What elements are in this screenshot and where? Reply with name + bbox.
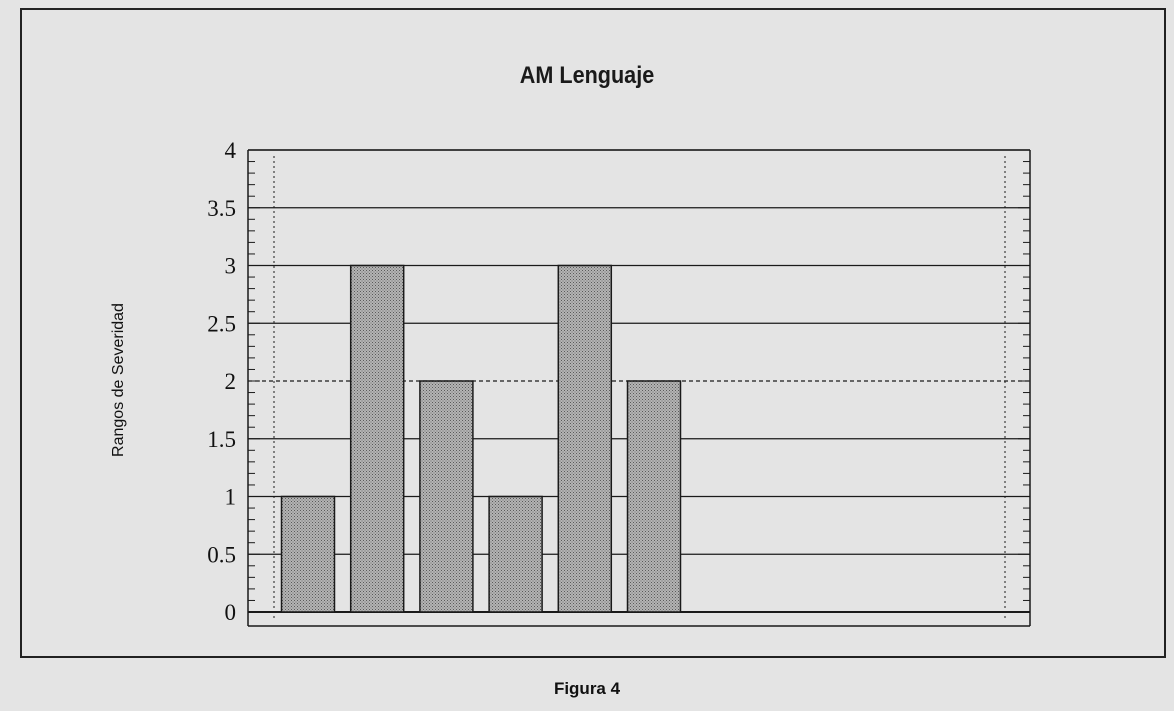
y-axis-ticks: 0 0.5 1 1.5 2 2.5 3 3.5 4 bbox=[207, 138, 1030, 625]
bar bbox=[488, 495, 543, 613]
y-tick-label: 2.5 bbox=[207, 311, 236, 336]
bar bbox=[349, 264, 405, 613]
y-tick-label: 3 bbox=[225, 254, 237, 279]
y-tick-label: 0 bbox=[225, 600, 237, 625]
bar bbox=[626, 380, 682, 613]
y-tick-label: 0.5 bbox=[207, 542, 236, 567]
y-tick-label: 2 bbox=[225, 369, 237, 394]
chart-title: AM Lenguaje bbox=[519, 62, 655, 89]
y-tick-label: 1.5 bbox=[207, 427, 236, 452]
figure-caption: Figura 4 bbox=[553, 679, 621, 698]
y-tick-label: 4 bbox=[225, 138, 237, 163]
figure-frame bbox=[20, 8, 1166, 658]
y-axis-label: Rangos de Severidad bbox=[110, 303, 127, 457]
bar bbox=[557, 264, 613, 613]
bar bbox=[419, 380, 474, 613]
y-tick-label: 1 bbox=[225, 485, 237, 510]
bar bbox=[280, 495, 336, 613]
y-tick-label: 3.5 bbox=[207, 196, 236, 221]
bars bbox=[280, 264, 682, 613]
axes bbox=[247, 149, 1031, 627]
